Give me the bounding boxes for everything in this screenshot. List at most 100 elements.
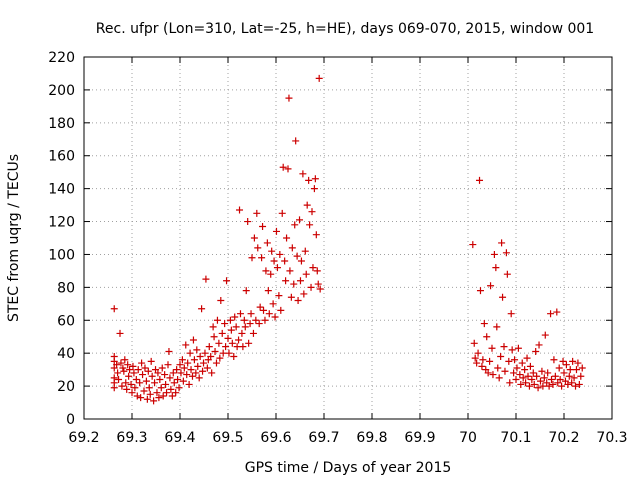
- data-point: [236, 310, 244, 318]
- data-point: [470, 339, 478, 347]
- data-point: [199, 367, 207, 375]
- data-point: [110, 305, 118, 313]
- data-point: [226, 316, 234, 324]
- data-point: [314, 280, 322, 288]
- data-point: [577, 372, 585, 380]
- data-point: [560, 369, 568, 377]
- data-point: [141, 364, 149, 372]
- data-point: [227, 326, 235, 334]
- data-point: [511, 356, 519, 364]
- data-point: [153, 389, 161, 397]
- data-point: [119, 364, 127, 372]
- data-point: [483, 333, 491, 341]
- data-point: [529, 369, 537, 377]
- data-point: [538, 367, 546, 375]
- data-point: [173, 366, 181, 374]
- data-point: [278, 209, 286, 217]
- data-point: [471, 354, 479, 362]
- data-point: [148, 372, 156, 380]
- data-point: [292, 137, 300, 145]
- data-point: [212, 359, 220, 367]
- data-point: [209, 323, 217, 331]
- data-point: [302, 270, 310, 278]
- y-tick-label: 220: [48, 50, 75, 66]
- data-point: [142, 377, 150, 385]
- data-point: [175, 384, 183, 392]
- x-axis-title: GPS time / Days of year 2015: [245, 460, 452, 476]
- data-point: [193, 346, 201, 354]
- data-point: [492, 264, 500, 272]
- data-point: [246, 320, 254, 328]
- x-tick-label: 69.6: [260, 430, 291, 446]
- data-point: [507, 310, 515, 318]
- data-point: [125, 372, 133, 380]
- data-point: [263, 239, 271, 247]
- data-point: [194, 362, 202, 370]
- data-point: [539, 382, 547, 390]
- data-point: [505, 357, 513, 365]
- x-tick-label: 70.3: [596, 430, 627, 446]
- data-point: [269, 300, 277, 308]
- data-point: [299, 170, 307, 178]
- data-point: [315, 74, 323, 82]
- data-point: [575, 380, 583, 388]
- data-point: [203, 364, 211, 372]
- data-point: [132, 376, 140, 384]
- data-point: [478, 362, 486, 370]
- data-point: [228, 339, 236, 347]
- y-tick-label: 40: [57, 346, 75, 362]
- data-point: [130, 369, 138, 377]
- data-point: [286, 267, 294, 275]
- data-point: [241, 323, 249, 331]
- y-tick-label: 120: [48, 215, 75, 231]
- grid: [84, 57, 612, 419]
- data-point: [548, 376, 556, 384]
- data-point: [490, 250, 498, 258]
- data-point: [284, 165, 292, 173]
- data-point: [535, 341, 543, 349]
- data-point: [223, 277, 231, 285]
- data-point: [267, 270, 275, 278]
- data-point: [533, 372, 541, 380]
- data-point: [541, 331, 549, 339]
- data-point: [534, 384, 542, 392]
- data-point: [118, 382, 126, 390]
- data-point: [303, 201, 311, 209]
- data-point: [260, 306, 268, 314]
- data-point: [189, 336, 197, 344]
- data-point: [559, 357, 567, 365]
- data-point: [183, 371, 191, 379]
- data-point: [572, 382, 580, 390]
- data-point: [177, 369, 185, 377]
- y-tick-label: 20: [57, 379, 75, 395]
- data-point: [121, 356, 129, 364]
- x-tick-label: 70.2: [548, 430, 579, 446]
- data-point: [308, 208, 316, 216]
- data-point: [469, 241, 477, 249]
- data-point: [235, 336, 243, 344]
- x-tick-label: 69.5: [212, 430, 243, 446]
- x-tick-label: 69.9: [404, 430, 435, 446]
- data-point: [167, 385, 175, 393]
- data-point: [139, 371, 147, 379]
- data-point: [129, 362, 137, 370]
- data-point: [186, 349, 194, 357]
- data-point: [549, 380, 557, 388]
- data-point: [293, 252, 301, 260]
- data-point: [217, 297, 225, 305]
- data-point: [156, 376, 164, 384]
- data-point: [501, 367, 509, 375]
- data-point: [279, 163, 287, 171]
- data-point: [550, 356, 558, 364]
- data-point: [294, 297, 302, 305]
- data-point: [169, 369, 177, 377]
- data-point: [313, 267, 321, 275]
- data-point: [285, 94, 293, 102]
- data-point: [508, 346, 516, 354]
- data-point: [268, 247, 276, 255]
- data-point: [215, 339, 223, 347]
- data-point: [499, 293, 507, 301]
- data-point: [544, 369, 552, 377]
- data-point: [128, 389, 136, 397]
